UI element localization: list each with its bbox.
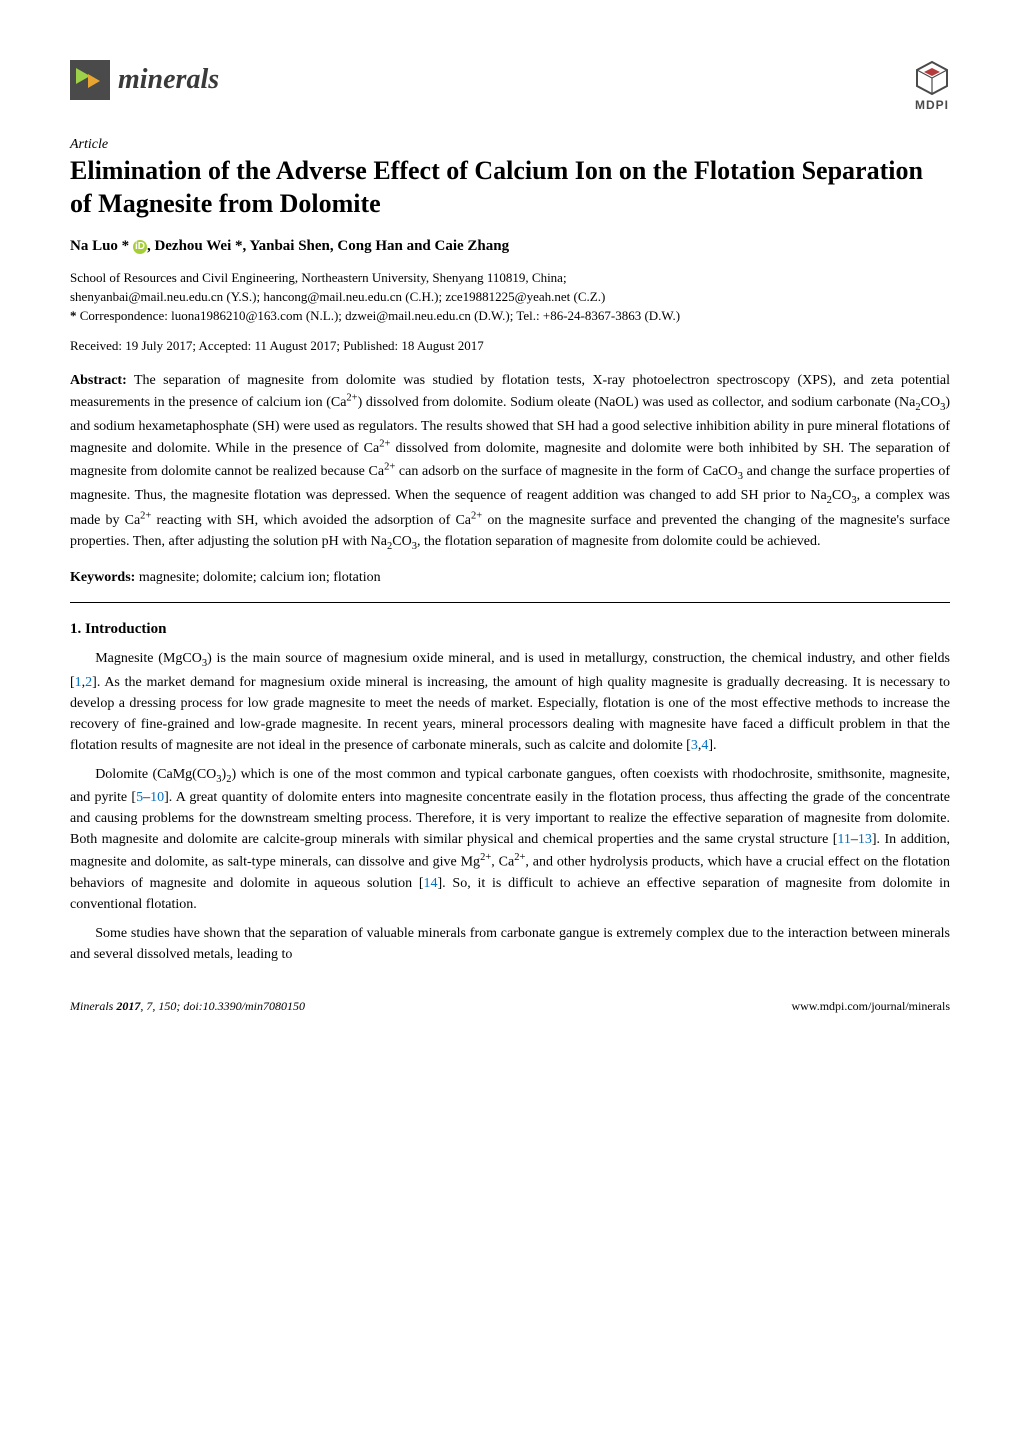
separator-rule: [70, 602, 950, 603]
correspondence-text: Correspondence: luona1986210@163.com (N.…: [80, 308, 680, 323]
article-title: Elimination of the Adverse Effect of Cal…: [70, 155, 950, 220]
correspondence-marker: *: [70, 308, 77, 323]
abstract-label: Abstract:: [70, 373, 127, 388]
journal-logo: minerals: [70, 60, 219, 100]
affiliation: School of Resources and Civil Engineerin…: [70, 269, 950, 288]
mdpi-text: MDPI: [915, 98, 949, 112]
keywords-label: Keywords:: [70, 570, 135, 585]
section-1-heading: 1. Introduction: [70, 621, 950, 638]
page: minerals MDPI Article Elimination of the…: [0, 0, 1020, 1064]
abstract: Abstract: The separation of magnesite fr…: [70, 370, 950, 555]
minerals-logo-icon: [70, 60, 110, 100]
journal-name: minerals: [118, 64, 219, 96]
affiliation-emails: shenyanbai@mail.neu.edu.cn (Y.S.); hanco…: [70, 288, 950, 307]
footer-url: www.mdpi.com/journal/minerals: [791, 999, 950, 1014]
footer: Minerals 2017, 7, 150; doi:10.3390/min70…: [70, 999, 950, 1014]
section-1-para-2: Dolomite (CaMg(CO3)2) which is one of th…: [70, 764, 950, 915]
affiliation-block: School of Resources and Civil Engineerin…: [70, 269, 950, 326]
section-1-para-1: Magnesite (MgCO3) is the main source of …: [70, 648, 950, 756]
header-row: minerals MDPI: [70, 60, 950, 112]
authors-line: Na Luo * iD, Dezhou Wei *, Yanbai Shen, …: [70, 238, 950, 255]
footer-citation: Minerals 2017, 7, 150; doi:10.3390/min70…: [70, 999, 305, 1014]
mdpi-logo: MDPI: [914, 60, 950, 112]
article-type: Article: [70, 137, 950, 153]
keywords-text: magnesite; dolomite; calcium ion; flotat…: [139, 570, 381, 585]
abstract-text: The separation of magnesite from dolomit…: [70, 373, 950, 549]
mdpi-hex-icon: [914, 60, 950, 96]
section-1-para-3: Some studies have shown that the separat…: [70, 923, 950, 965]
correspondence: * Correspondence: luona1986210@163.com (…: [70, 307, 950, 326]
keywords: Keywords: magnesite; dolomite; calcium i…: [70, 570, 950, 586]
article-dates: Received: 19 July 2017; Accepted: 11 Aug…: [70, 338, 950, 354]
